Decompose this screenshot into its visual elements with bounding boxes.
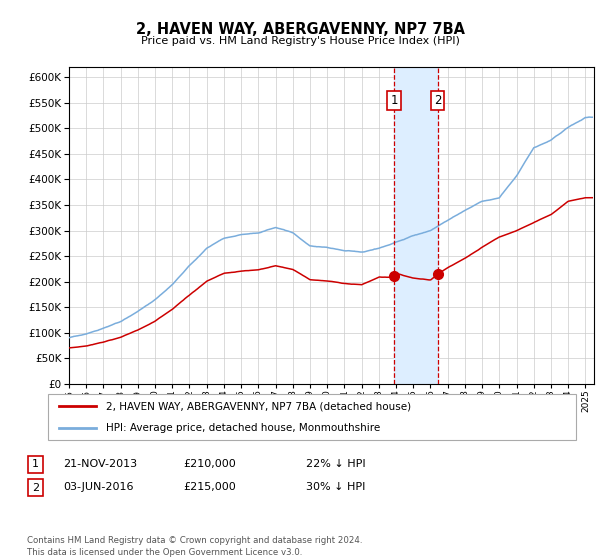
FancyBboxPatch shape <box>28 456 43 473</box>
Text: 2, HAVEN WAY, ABERGAVENNY, NP7 7BA: 2, HAVEN WAY, ABERGAVENNY, NP7 7BA <box>136 22 464 38</box>
Text: £215,000: £215,000 <box>183 482 236 492</box>
Text: 22% ↓ HPI: 22% ↓ HPI <box>306 459 365 469</box>
FancyBboxPatch shape <box>28 479 43 496</box>
Text: 21-NOV-2013: 21-NOV-2013 <box>63 459 137 469</box>
Text: £210,000: £210,000 <box>183 459 236 469</box>
Text: HPI: Average price, detached house, Monmouthshire: HPI: Average price, detached house, Monm… <box>106 423 380 433</box>
Text: Price paid vs. HM Land Registry's House Price Index (HPI): Price paid vs. HM Land Registry's House … <box>140 36 460 46</box>
Text: 30% ↓ HPI: 30% ↓ HPI <box>306 482 365 492</box>
FancyBboxPatch shape <box>48 394 576 440</box>
Text: Contains HM Land Registry data © Crown copyright and database right 2024.
This d: Contains HM Land Registry data © Crown c… <box>27 536 362 557</box>
Text: 2: 2 <box>32 483 39 493</box>
Text: 1: 1 <box>32 459 39 469</box>
Text: 1: 1 <box>391 94 398 107</box>
Text: 03-JUN-2016: 03-JUN-2016 <box>63 482 133 492</box>
Text: 2: 2 <box>434 94 442 107</box>
Text: 2, HAVEN WAY, ABERGAVENNY, NP7 7BA (detached house): 2, HAVEN WAY, ABERGAVENNY, NP7 7BA (deta… <box>106 401 411 411</box>
Bar <box>394 67 438 384</box>
